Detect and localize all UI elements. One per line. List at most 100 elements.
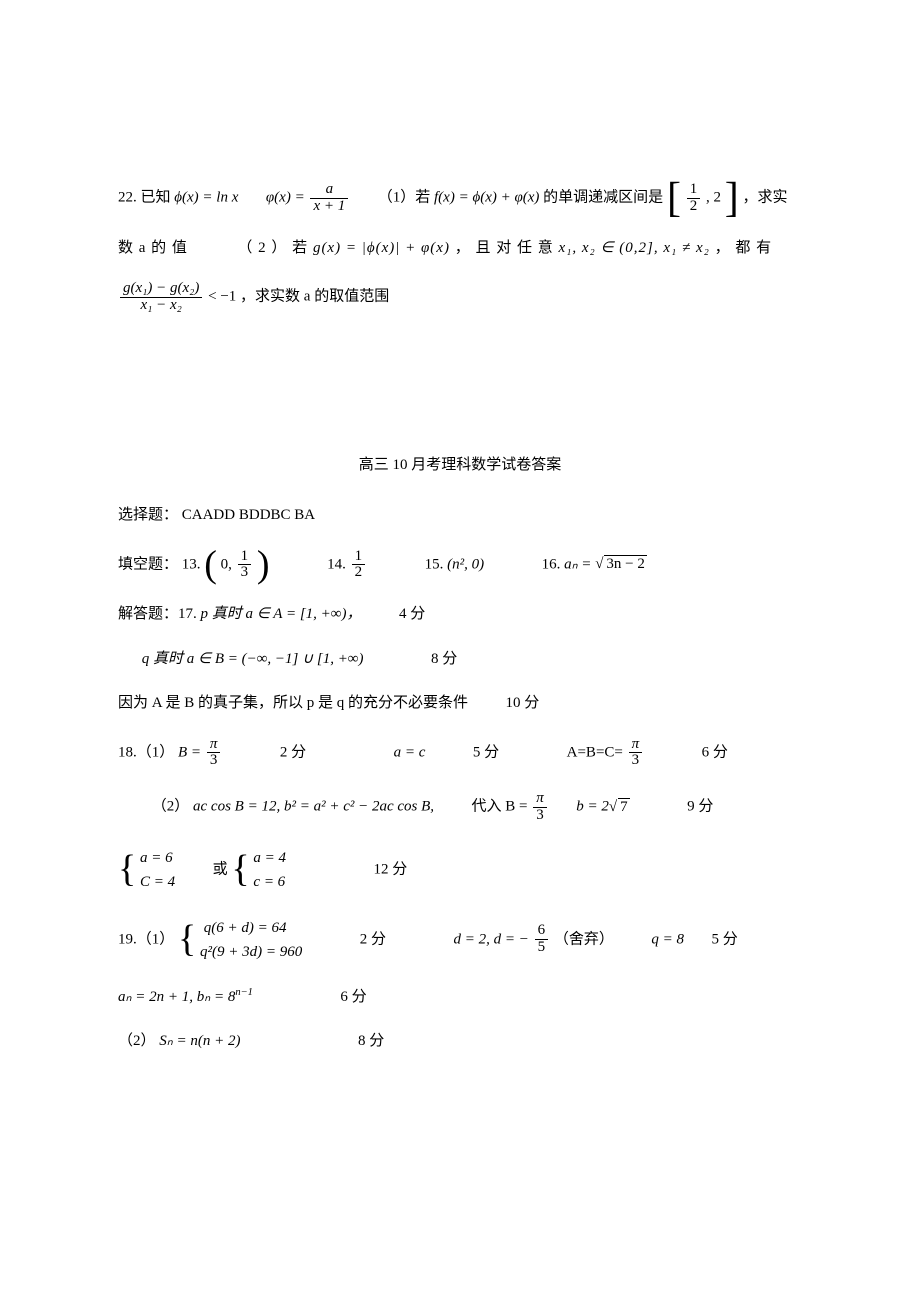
ans17-label: 解答题：17. (118, 606, 197, 622)
line1-end: ，求实 (742, 190, 787, 206)
d-eq: d = 2, d = − (454, 931, 529, 947)
or: 或 (213, 861, 228, 877)
subst: 代入 B = (472, 799, 528, 815)
ABC: A=B=C= (567, 744, 623, 760)
score-4: 4 分 (399, 606, 425, 622)
d-frac: 6 5 (535, 923, 549, 956)
brace-icon3: { (178, 922, 196, 956)
part2-label: （ 2 ） 若 (237, 240, 308, 256)
s6: 6 分 (702, 744, 728, 760)
eq2: ac cos B = 12, b² = a² + c² − 2ac cos B, (193, 799, 434, 815)
lbracket-icon: [ (667, 176, 681, 222)
part2-lbl: （2） (152, 799, 193, 815)
case-a2: a = 4 (253, 850, 286, 866)
choice-label: 选择题： (118, 507, 178, 523)
q22-line1: 22. 已知 ϕ(x) = ln x φ(x) = a x + 1 （1）若 f… (118, 182, 802, 215)
ans18-label: 18.（1） (118, 744, 174, 760)
ans18-line2: （2） ac cos B = 12, b² = a² + c² − 2ac co… (118, 791, 802, 824)
pi-num: π (207, 737, 221, 754)
cond-a: ， 且 对 任 意 (455, 240, 559, 256)
x12-in: x₁, x₂ ∈ (0,2], x₁ ≠ x₂ (558, 240, 709, 256)
fill-label: 填空题： (118, 556, 178, 572)
q-eq: q = 8 (651, 931, 684, 947)
case-a1: a = 6 (140, 850, 173, 866)
a13-frac: 1 3 (238, 549, 252, 582)
half-num: 1 (687, 182, 701, 199)
choice-seq: CAADD BDDBC BA (182, 507, 315, 523)
q22-line2: 数 a 的 值 （ 2 ） 若 g(x) = |ϕ(x)| + φ(x) ， 且… (118, 237, 802, 260)
ans18-cases: { a = 6 C = 4 或 { a = 4 c = 6 12 分 (118, 846, 802, 894)
s5b: 5 分 (712, 931, 738, 947)
b-eq: b = 2 (576, 799, 609, 815)
three-den2: 3 (629, 753, 643, 769)
a16-lhs: aₙ = (564, 556, 591, 572)
b-rad: 7 (618, 798, 630, 815)
s9: 9 分 (687, 799, 713, 815)
q13: 13. (182, 556, 201, 572)
pi-num2: π (629, 737, 643, 754)
half-frac: 1 2 (687, 182, 701, 215)
case1: { a = 6 C = 4 (118, 846, 175, 894)
exp: n−1 (235, 987, 253, 998)
psi-lhs: φ(x) = (266, 190, 305, 206)
psi-num: a (310, 182, 348, 199)
rparen-icon: ) (257, 543, 270, 585)
sys1: q(6 + d) = 64 (204, 920, 287, 936)
three-den3: 3 (533, 808, 547, 824)
g-eq: g(x) = |ϕ(x)| + φ(x) (313, 240, 450, 256)
a16-rad: 3n − 2 (604, 555, 646, 572)
a-eq-c: a = c (394, 744, 426, 760)
diff-quot: g(x₁) − g(x₂) x₁ − x₂ (120, 281, 202, 314)
line2-a: 数 a 的 值 (118, 240, 188, 256)
q22-prefix: 22. 已知 (118, 190, 171, 206)
ans19-line2: aₙ = 2n + 1, bₙ = 8n−1 6 分 (118, 986, 802, 1009)
answer-title: 高三 10 月考理科数学试卷答案 (118, 454, 802, 477)
interval-text: 的单调递减区间是 (543, 190, 663, 206)
discard: （舍弃） (554, 931, 614, 947)
sys2: q²(9 + 3d) = 960 (200, 944, 302, 960)
a14-num: 1 (352, 549, 366, 566)
ans19-label: 19.（1） (118, 931, 174, 947)
q16: 16. (542, 556, 561, 572)
an-bn: aₙ = 2n + 1, bₙ = 8 (118, 989, 235, 1005)
score-8: 8 分 (431, 651, 457, 667)
rbracket-icon: ] (725, 176, 739, 222)
int-right: , 2 (706, 190, 721, 206)
q22-tail: ，求实数 a 的取值范围 (240, 289, 389, 305)
case-c2: c = 6 (253, 874, 285, 890)
Sn: Sₙ = n(n + 2) (159, 1033, 240, 1049)
zero: 0, (221, 556, 236, 572)
half-den: 2 (687, 199, 701, 215)
s2: 2 分 (280, 744, 306, 760)
a14-frac: 1 2 (352, 549, 366, 582)
psi-den: x + 1 (310, 199, 348, 215)
psi-frac: a x + 1 (310, 182, 348, 215)
ans17-concl: 因为 A 是 B 的真子集，所以 p 是 q 的充分不必要条件 (118, 695, 468, 711)
q14: 14. (327, 556, 346, 572)
f-eq: f(x) = ϕ(x) + φ(x) (434, 190, 539, 206)
a13-den: 3 (238, 565, 252, 581)
case2: { a = 4 c = 6 (231, 846, 286, 894)
p-true: p 真时 a ∈ A = [1, +∞)， (201, 606, 362, 622)
brace-icon: { (118, 852, 136, 886)
lparen-icon: ( (204, 543, 217, 585)
ans17-line2: q 真时 a ∈ B = (−∞, −1] ∪ [1, +∞) 8 分 (118, 648, 802, 671)
d-num: 6 (535, 923, 549, 940)
dq-num: g(x₁) − g(x₂) (120, 281, 202, 298)
choice-row: 选择题： CAADD BDDBC BA (118, 504, 802, 527)
part2b-lbl: （2） (118, 1033, 156, 1049)
ans19-line1: 19.（1） { q(6 + d) = 64 q²(9 + 3d) = 960 … (118, 916, 802, 964)
s8b: 8 分 (358, 1033, 384, 1049)
s6b: 6 分 (340, 989, 366, 1005)
s2b: 2 分 (360, 931, 386, 947)
q-true: q 真时 a ∈ B = (−∞, −1] ∪ [1, +∞) (142, 651, 364, 667)
d-den: 5 (535, 940, 549, 956)
phi-eq: ϕ(x) = ln x (174, 190, 238, 206)
brace-icon2: { (231, 852, 249, 886)
pi-num3: π (533, 791, 547, 808)
a13-num: 1 (238, 549, 252, 566)
a15: (n², 0) (447, 556, 484, 572)
fill-row: 填空题： 13. ( 0, 1 3 ) 14. 1 2 15. (n², 0) … (118, 549, 802, 582)
page-content: 22. 已知 ϕ(x) = ln x φ(x) = a x + 1 （1）若 f… (0, 0, 920, 1135)
pi3c-frac: π 3 (533, 791, 547, 824)
